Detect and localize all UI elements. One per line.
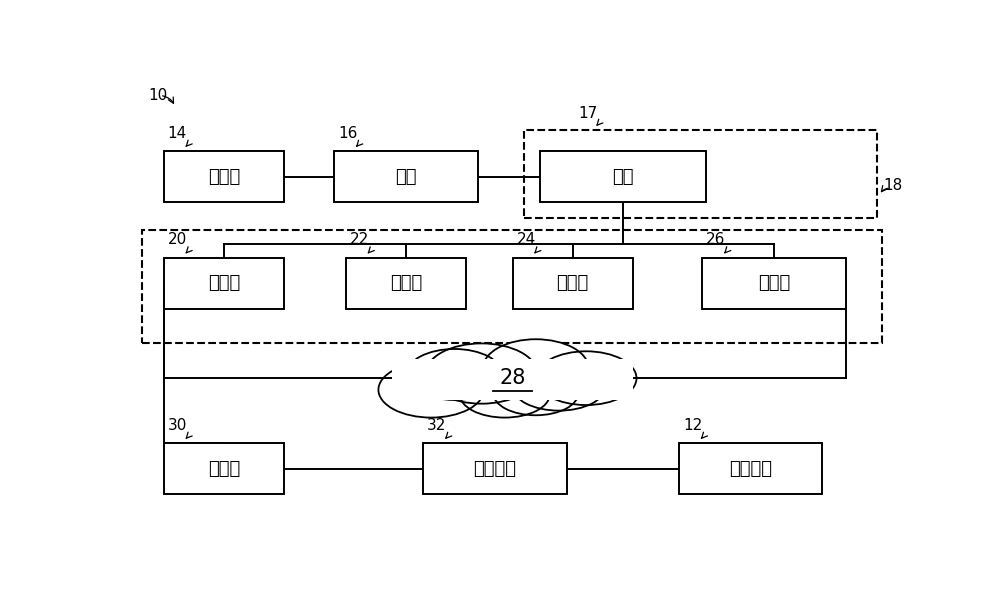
Ellipse shape [460, 371, 550, 418]
Ellipse shape [483, 340, 588, 397]
Ellipse shape [378, 362, 484, 418]
Ellipse shape [406, 349, 502, 400]
Text: 护理人员: 护理人员 [729, 459, 772, 477]
Text: 22: 22 [350, 232, 369, 247]
Text: 14: 14 [168, 126, 187, 141]
Text: 24: 24 [516, 232, 536, 247]
FancyBboxPatch shape [679, 443, 822, 494]
Text: 12: 12 [683, 418, 702, 433]
Ellipse shape [536, 352, 637, 405]
FancyBboxPatch shape [702, 258, 846, 309]
Text: 28: 28 [499, 368, 526, 388]
FancyBboxPatch shape [540, 151, 706, 202]
Text: 用户接口: 用户接口 [474, 459, 517, 477]
Text: 17: 17 [578, 106, 598, 121]
Text: 底层: 底层 [612, 167, 634, 185]
FancyBboxPatch shape [423, 443, 567, 494]
FancyBboxPatch shape [164, 151, 284, 202]
FancyBboxPatch shape [392, 359, 633, 400]
Text: 32: 32 [427, 418, 447, 433]
Text: 30: 30 [168, 418, 187, 433]
Text: 传感器: 传感器 [208, 274, 240, 292]
Text: 穿戴者: 穿戴者 [208, 167, 240, 185]
Text: 18: 18 [883, 178, 902, 193]
Text: 发射器: 发射器 [758, 274, 790, 292]
Ellipse shape [493, 371, 578, 415]
Ellipse shape [512, 362, 606, 411]
Text: 处理器: 处理器 [556, 274, 589, 292]
FancyBboxPatch shape [164, 443, 284, 494]
Text: 16: 16 [338, 126, 358, 141]
Text: 10: 10 [148, 88, 168, 104]
Text: 20: 20 [168, 232, 187, 247]
Ellipse shape [426, 343, 537, 404]
FancyBboxPatch shape [334, 151, 478, 202]
FancyBboxPatch shape [512, 258, 633, 309]
FancyBboxPatch shape [346, 258, 466, 309]
FancyBboxPatch shape [164, 258, 284, 309]
Text: 服务器: 服务器 [208, 459, 240, 477]
Text: 26: 26 [706, 232, 726, 247]
Text: 制品: 制品 [395, 167, 417, 185]
Text: 接收器: 接收器 [390, 274, 422, 292]
